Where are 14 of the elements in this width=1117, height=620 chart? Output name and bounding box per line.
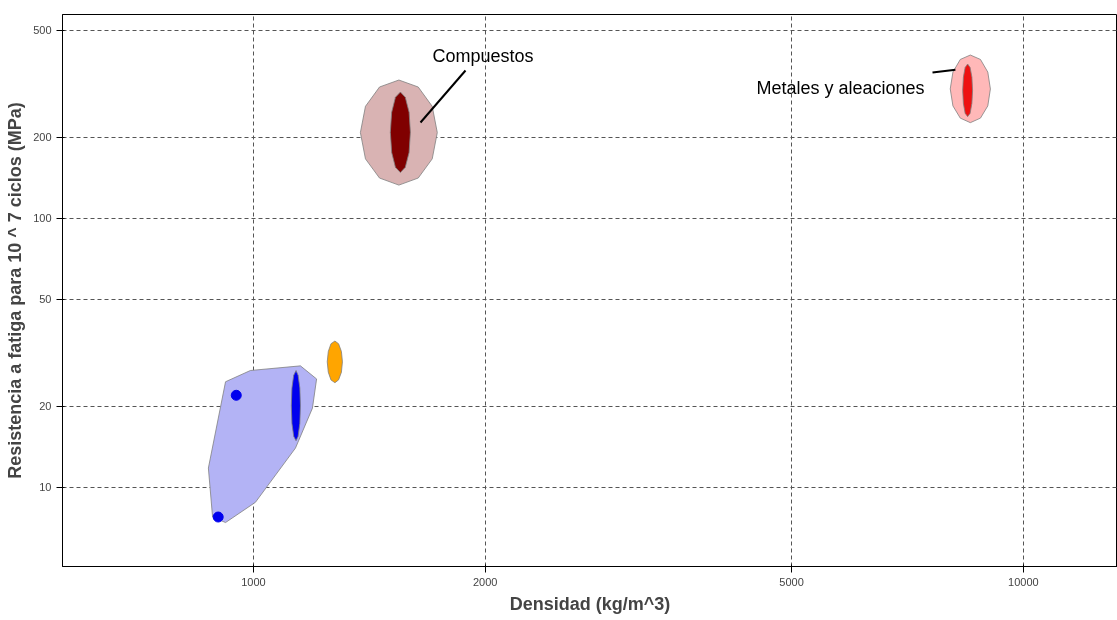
- y-axis-title: Resistencia a fatiga para 10 ^ 7 ciclos (MPa): [5, 102, 26, 479]
- x-tick-label: 2000: [472, 575, 498, 588]
- x-axis-title: Densidad (kg/m^3): [509, 593, 671, 614]
- y-tick-label: 10: [39, 481, 52, 494]
- annotation: Compuestos: [432, 45, 534, 66]
- x-tick-label: 10000: [1008, 575, 1039, 588]
- y-tick-label: 50: [39, 293, 52, 306]
- annotation: Metales y aleaciones: [756, 77, 925, 98]
- y-tick-label: 100: [33, 212, 52, 225]
- y-tick-label: 20: [39, 400, 52, 413]
- x-tick-label: 1000: [241, 575, 266, 588]
- y-tick-label: 500: [33, 24, 52, 37]
- x-tick-label: 5000: [779, 575, 804, 588]
- y-tick-label: 200: [33, 131, 52, 144]
